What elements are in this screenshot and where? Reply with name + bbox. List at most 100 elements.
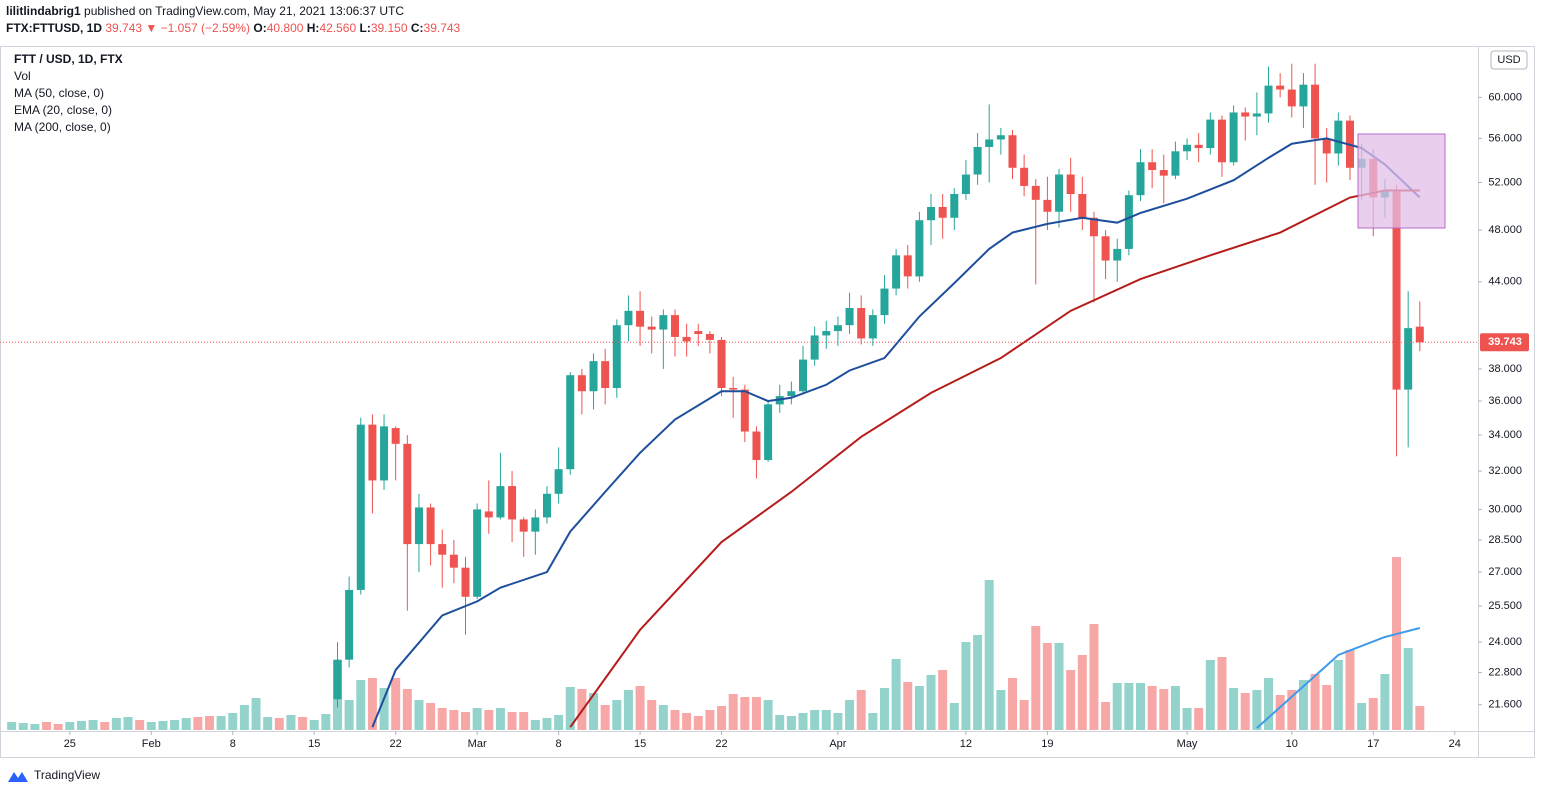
volume-bar: [1357, 703, 1367, 730]
x-tick-label: 19: [1041, 738, 1053, 750]
volume-bar: [845, 700, 855, 730]
volume-bar: [449, 710, 459, 730]
candle-body: [1020, 167, 1029, 186]
volume-bar: [135, 720, 145, 730]
volume-bar: [717, 706, 727, 730]
candle-body: [1241, 112, 1250, 117]
volume-bar: [903, 682, 913, 730]
candle-body: [950, 194, 959, 218]
y-tick-label: 30.000: [1488, 503, 1522, 515]
ohlc-value: 39.743: [424, 21, 461, 35]
candle-body: [764, 404, 773, 461]
candle-body: [1287, 89, 1296, 107]
ohlc-value: 40.800: [267, 21, 304, 35]
y-tick-label: 21.600: [1488, 699, 1522, 711]
volume-bar: [495, 708, 505, 730]
volume-bar: [565, 687, 575, 730]
volume-bar: [1217, 657, 1227, 730]
x-tick-label: 8: [556, 738, 562, 750]
volume-bar: [1054, 643, 1064, 730]
volume-bar: [309, 720, 319, 730]
volume-bar: [973, 635, 983, 730]
arrow: ▼: [145, 21, 157, 35]
volume-bar: [868, 713, 878, 730]
volume-bar: [1380, 674, 1390, 730]
candle-body: [740, 389, 749, 432]
volume-bar: [1415, 706, 1425, 730]
candle-body: [1322, 138, 1331, 154]
x-tick-label: 22: [715, 738, 727, 750]
volume-bar: [519, 712, 529, 730]
x-tick-label: 22: [390, 738, 402, 750]
volume-bar: [391, 678, 401, 730]
volume-bar: [984, 580, 994, 730]
unit-label: USD: [1497, 54, 1520, 66]
candle-body: [636, 310, 645, 327]
candle-body: [1113, 248, 1122, 261]
volume-bar: [1392, 557, 1402, 730]
volume-bar: [810, 710, 820, 730]
symbol: FTX:FTTUSD, 1D: [6, 21, 102, 35]
candle-body: [694, 331, 703, 334]
volume-bar: [204, 716, 214, 730]
volume-bar: [426, 703, 436, 730]
volume-bar: [146, 722, 156, 730]
drawing-rectangle: [1357, 133, 1446, 229]
candle-body: [996, 135, 1005, 140]
volume-bar: [274, 718, 284, 730]
author: lilitlindabrig1: [6, 4, 81, 18]
y-tick-label: 48.000: [1488, 224, 1522, 236]
candle-body: [1136, 162, 1145, 196]
y-tick-label: 44.000: [1488, 276, 1522, 288]
candle-body: [682, 336, 691, 342]
candle-body: [752, 431, 761, 461]
volume-bar: [682, 713, 692, 730]
volume-bar: [123, 717, 133, 730]
candle-body: [822, 331, 831, 336]
indicator-line: [1256, 627, 1421, 729]
x-tick-label: May: [1177, 738, 1198, 750]
volume-bar: [158, 721, 168, 730]
volume-bar: [100, 722, 110, 730]
ohlc-value: 42.560: [319, 21, 356, 35]
y-tick-label: 52.000: [1488, 176, 1522, 188]
candle-body: [426, 507, 435, 545]
volume-bar: [775, 715, 785, 730]
candle-body: [1311, 84, 1320, 139]
volume-bar: [1229, 688, 1239, 730]
volume-bar: [1112, 683, 1122, 730]
y-tick-label: 24.000: [1488, 636, 1522, 648]
candle-body: [1043, 199, 1052, 212]
volume-bar: [461, 712, 471, 730]
quote-line: FTX:FTTUSD, 1D 39.743 ▼ −1.057 (−2.59%) …: [6, 21, 461, 35]
volume-bar: [740, 697, 750, 730]
y-tick-label: 56.000: [1488, 132, 1522, 144]
volume-bar: [647, 700, 657, 730]
candle-body: [961, 174, 970, 195]
volume-bar: [1066, 670, 1076, 730]
volume-bar: [1101, 702, 1111, 730]
volume-bar: [751, 697, 761, 730]
candle-body: [973, 146, 982, 175]
volume-bar: [1252, 690, 1262, 730]
x-tick-label: 10: [1286, 738, 1298, 750]
candle-body: [1206, 119, 1215, 149]
candle-body: [670, 315, 679, 337]
candle-body: [414, 507, 423, 545]
logo-icon: [8, 772, 28, 782]
volume-bar: [1205, 660, 1215, 730]
candle-body: [333, 659, 342, 700]
candle-body: [380, 426, 389, 481]
candle-body: [717, 339, 726, 388]
volume-bar: [1322, 685, 1332, 730]
volume-bar: [1019, 700, 1029, 730]
candle-body: [484, 511, 493, 518]
volume-bar: [961, 642, 971, 730]
volume-bar: [542, 718, 552, 730]
volume-bar: [554, 715, 564, 730]
candle-body: [880, 288, 889, 316]
candle-body: [1252, 113, 1261, 117]
y-tick-label: 28.500: [1488, 534, 1522, 546]
volume-bar: [612, 700, 622, 730]
